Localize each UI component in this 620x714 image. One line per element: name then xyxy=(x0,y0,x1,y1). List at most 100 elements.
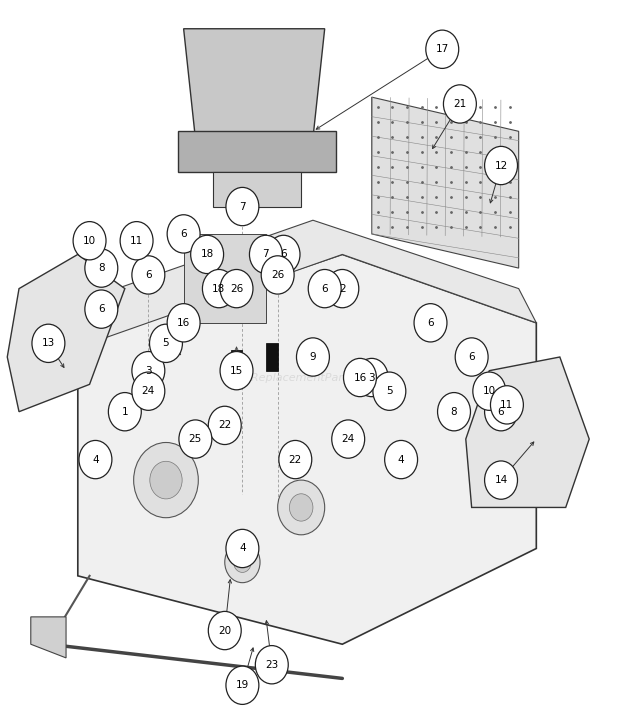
Polygon shape xyxy=(184,234,266,323)
Circle shape xyxy=(208,611,241,650)
Circle shape xyxy=(332,420,365,458)
Circle shape xyxy=(326,269,359,308)
Polygon shape xyxy=(466,357,589,508)
Circle shape xyxy=(167,303,200,342)
FancyBboxPatch shape xyxy=(266,343,278,371)
Circle shape xyxy=(226,187,259,226)
Text: 25: 25 xyxy=(188,434,202,444)
Circle shape xyxy=(278,480,325,535)
Text: 6: 6 xyxy=(321,283,328,293)
Text: 6: 6 xyxy=(180,229,187,239)
Circle shape xyxy=(343,358,376,397)
Circle shape xyxy=(208,406,241,445)
Text: 1: 1 xyxy=(122,407,128,417)
Circle shape xyxy=(414,303,447,342)
Circle shape xyxy=(179,420,212,458)
Circle shape xyxy=(279,441,312,478)
Circle shape xyxy=(220,269,253,308)
Text: 17: 17 xyxy=(436,44,449,54)
Circle shape xyxy=(308,269,341,308)
FancyBboxPatch shape xyxy=(231,350,242,378)
Text: eReplacementParts.com: eReplacementParts.com xyxy=(245,373,381,383)
Text: 4: 4 xyxy=(239,543,246,553)
Text: 8: 8 xyxy=(451,407,458,417)
Polygon shape xyxy=(78,254,536,644)
Circle shape xyxy=(485,146,518,185)
Circle shape xyxy=(249,236,282,273)
Text: 10: 10 xyxy=(83,236,96,246)
Circle shape xyxy=(73,221,106,260)
Polygon shape xyxy=(7,254,125,412)
Circle shape xyxy=(267,236,300,273)
Text: 24: 24 xyxy=(342,434,355,444)
Text: 24: 24 xyxy=(142,386,155,396)
Text: 3: 3 xyxy=(145,366,152,376)
Text: 6: 6 xyxy=(145,270,152,280)
Circle shape xyxy=(79,441,112,478)
Text: 6: 6 xyxy=(498,407,504,417)
Text: 6: 6 xyxy=(98,304,105,314)
Text: 11: 11 xyxy=(130,236,143,246)
Text: 15: 15 xyxy=(230,366,243,376)
Text: 6: 6 xyxy=(280,249,287,259)
Circle shape xyxy=(149,324,182,363)
Circle shape xyxy=(234,552,251,573)
Text: 23: 23 xyxy=(265,660,278,670)
Circle shape xyxy=(255,645,288,684)
Text: 19: 19 xyxy=(236,680,249,690)
Text: 7: 7 xyxy=(239,201,246,211)
Circle shape xyxy=(443,85,476,123)
Text: 6: 6 xyxy=(468,352,475,362)
Circle shape xyxy=(108,393,141,431)
Polygon shape xyxy=(178,131,337,172)
Polygon shape xyxy=(184,29,325,139)
Text: 12: 12 xyxy=(494,161,508,171)
Text: 6: 6 xyxy=(427,318,434,328)
Polygon shape xyxy=(213,172,301,206)
Text: 5: 5 xyxy=(386,386,392,396)
Circle shape xyxy=(290,494,313,521)
Text: 22: 22 xyxy=(218,421,231,431)
Text: 16: 16 xyxy=(177,318,190,328)
Text: 20: 20 xyxy=(218,625,231,635)
Text: 4: 4 xyxy=(398,455,404,465)
Circle shape xyxy=(485,461,518,499)
Circle shape xyxy=(438,393,471,431)
Circle shape xyxy=(167,215,200,253)
Text: 18: 18 xyxy=(212,283,226,293)
Polygon shape xyxy=(31,617,66,658)
Circle shape xyxy=(455,338,488,376)
Text: 14: 14 xyxy=(494,475,508,485)
Circle shape xyxy=(85,249,118,287)
Circle shape xyxy=(150,461,182,499)
Circle shape xyxy=(225,542,260,583)
Circle shape xyxy=(132,256,165,294)
Circle shape xyxy=(120,221,153,260)
Text: 11: 11 xyxy=(500,400,513,410)
Circle shape xyxy=(485,393,518,431)
Text: 5: 5 xyxy=(162,338,169,348)
Text: 3: 3 xyxy=(368,373,375,383)
Circle shape xyxy=(202,269,236,308)
Circle shape xyxy=(473,372,506,411)
Circle shape xyxy=(373,372,406,411)
Polygon shape xyxy=(78,220,536,343)
Text: 18: 18 xyxy=(200,249,214,259)
Polygon shape xyxy=(372,97,519,268)
Text: 4: 4 xyxy=(92,455,99,465)
Circle shape xyxy=(191,236,224,273)
Text: 13: 13 xyxy=(42,338,55,348)
Circle shape xyxy=(220,351,253,390)
Circle shape xyxy=(355,358,388,397)
Circle shape xyxy=(226,666,259,705)
Text: 16: 16 xyxy=(353,373,366,383)
Text: 10: 10 xyxy=(483,386,496,396)
Circle shape xyxy=(261,256,294,294)
Text: 2: 2 xyxy=(339,283,345,293)
Circle shape xyxy=(132,372,165,411)
Circle shape xyxy=(296,338,329,376)
Circle shape xyxy=(384,441,418,478)
Text: 26: 26 xyxy=(230,283,243,293)
Circle shape xyxy=(226,529,259,568)
Text: 9: 9 xyxy=(309,352,316,362)
